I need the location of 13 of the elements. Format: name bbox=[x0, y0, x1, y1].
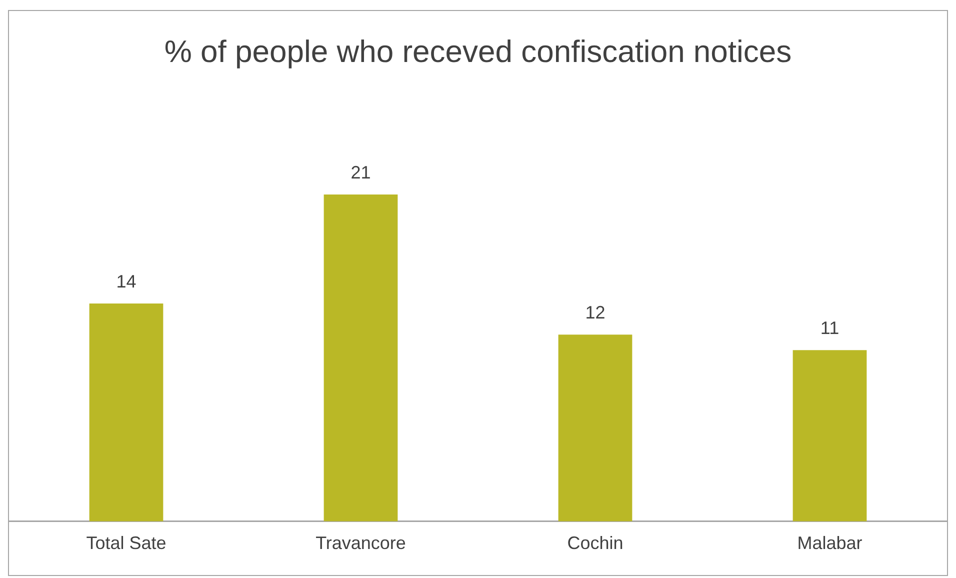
bar bbox=[89, 303, 164, 522]
x-tick-label: Malabar bbox=[797, 533, 862, 554]
data-label: 21 bbox=[350, 162, 371, 182]
data-label: 11 bbox=[820, 318, 840, 338]
bar bbox=[558, 334, 632, 522]
data-label: 14 bbox=[116, 271, 136, 292]
bar bbox=[324, 194, 398, 522]
x-tick-label: Total Sate bbox=[86, 533, 166, 554]
data-label: 12 bbox=[585, 302, 606, 323]
x-tick-label: Travancore bbox=[316, 533, 406, 554]
chart-title: % of people who receved confiscation notices bbox=[164, 34, 792, 70]
x-tick-label: Cochin bbox=[567, 533, 624, 554]
bar bbox=[792, 350, 867, 522]
